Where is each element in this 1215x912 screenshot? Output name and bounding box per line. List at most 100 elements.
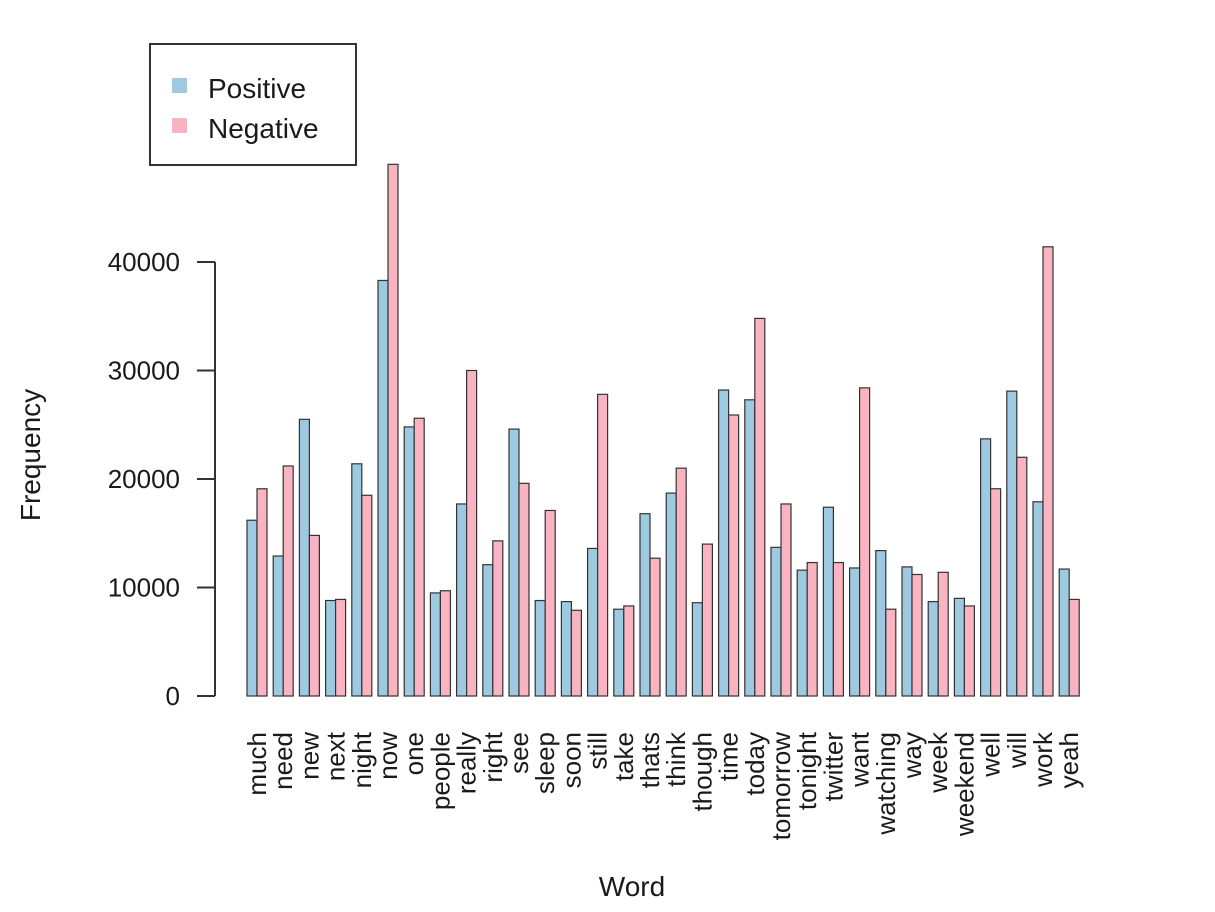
bar-negative-work [1042, 246, 1054, 697]
bar-negative-thats [649, 557, 661, 697]
x-tick-label: soon [556, 732, 586, 788]
bar-positive-time [717, 389, 730, 697]
x-tick-label: right [478, 731, 508, 782]
x-tick-label: want [845, 731, 875, 788]
bar-negative-still [596, 393, 609, 697]
bar-negative-new [308, 534, 320, 697]
x-tick-label: today [740, 732, 770, 796]
x-tick-label: next [321, 731, 351, 781]
bar-negative-time [727, 414, 740, 697]
legend-swatch-positive [172, 78, 187, 93]
bar-negative-will [1016, 456, 1028, 697]
bar-negative-way [911, 573, 923, 697]
x-tick-label: much [242, 732, 272, 796]
legend-swatch-negative [172, 118, 187, 133]
bar-positive-much [246, 519, 258, 697]
bar-negative-right [492, 540, 504, 697]
x-tick-label: now [373, 732, 403, 780]
bar-positive-well [979, 438, 992, 697]
bar-negative-watching [885, 608, 897, 697]
bar-negative-much [256, 488, 268, 697]
y-tick-label: 10000 [108, 573, 180, 603]
bar-positive-people [429, 592, 441, 697]
y-axis: 0 10000 20000 30000 40000 [108, 247, 216, 711]
bar-positive-think [665, 492, 677, 697]
x-tick-label: work [1028, 731, 1058, 788]
x-tick-label: well [976, 732, 1006, 778]
bar-negative-weekend [963, 605, 976, 697]
x-tick-label: one [399, 732, 429, 775]
bar-positive-new [298, 418, 310, 697]
bar-negative-think [675, 467, 687, 697]
x-tick-label: will [1002, 732, 1032, 769]
x-tick-label: new [294, 732, 324, 780]
x-tick-label: night [347, 731, 377, 788]
bar-positive-watching [875, 550, 887, 697]
bar-negative-well [989, 488, 1002, 697]
bar-positive-though [691, 602, 704, 697]
x-tick-label: tomorrow [766, 732, 796, 841]
x-tick-label: people [425, 732, 455, 810]
bar-negative-sleep [544, 509, 556, 697]
bar-positive-work [1032, 501, 1044, 697]
bar-negative-next [335, 598, 347, 697]
bar-negative-twitter [832, 561, 845, 697]
bar-positive-see [508, 428, 520, 697]
bar-positive-now [377, 279, 389, 697]
bar-positive-tomorrow [770, 546, 782, 697]
bar-positive-next [325, 599, 337, 697]
x-tick-label: week [923, 731, 953, 794]
y-tick-label: 30000 [108, 356, 180, 386]
y-axis-title: Frequency [15, 389, 46, 521]
x-tick-label: yeah [1054, 732, 1084, 788]
bar-positive-today [744, 399, 756, 697]
bar-negative-soon [570, 609, 583, 697]
x-tick-label: still [583, 732, 613, 770]
bar-negative-now [387, 163, 399, 697]
x-tick-label: thats [635, 732, 665, 788]
bar-negative-night [361, 494, 373, 697]
bar-positive-yeah [1058, 568, 1070, 697]
legend-label-negative: Negative [208, 113, 319, 144]
x-tick-label: sleep [530, 732, 560, 794]
x-tick-label: weekend [949, 732, 979, 837]
bar-positive-still [586, 547, 599, 697]
bar-positive-want [848, 567, 861, 697]
bar-negative-tonight [806, 561, 818, 697]
bar-negative-one [413, 417, 425, 697]
bar-positive-weekend [953, 597, 966, 697]
bar-positive-soon [560, 601, 573, 697]
x-tick-label: twitter [818, 732, 848, 802]
x-tick-label: take [609, 732, 639, 781]
x-tick-label: see [504, 732, 534, 774]
bar-positive-tonight [796, 569, 808, 697]
bar-positive-week [927, 601, 939, 697]
x-tick-label: way [897, 732, 927, 779]
bar-positive-twitter [822, 506, 835, 697]
legend: Positive Negative [149, 43, 357, 166]
bar-positive-will [1006, 390, 1018, 697]
bar-positive-sleep [534, 599, 546, 697]
bar-negative-need [282, 465, 294, 697]
bar-positive-take [613, 608, 625, 697]
x-axis-labels: muchneednewnextnightnowonepeoplereallyri… [242, 731, 1084, 840]
bars [246, 163, 1080, 697]
y-tick-label: 0 [166, 681, 180, 711]
bar-negative-take [623, 605, 635, 697]
bar-positive-thats [639, 513, 651, 697]
x-tick-label: time [714, 732, 744, 781]
legend-label-positive: Positive [208, 73, 306, 104]
x-tick-label: really [452, 732, 482, 794]
bar-negative-see [518, 482, 530, 697]
bar-negative-want [858, 387, 871, 697]
x-tick-label: though [687, 732, 717, 812]
y-tick-label: 20000 [108, 464, 180, 494]
bar-negative-today [754, 317, 766, 697]
x-tick-label: need [268, 732, 298, 790]
bar-negative-really [466, 369, 478, 697]
bar-positive-really [456, 503, 468, 697]
bar-negative-week [937, 571, 949, 697]
bar-negative-tomorrow [780, 503, 792, 697]
bar-negative-though [701, 543, 714, 697]
